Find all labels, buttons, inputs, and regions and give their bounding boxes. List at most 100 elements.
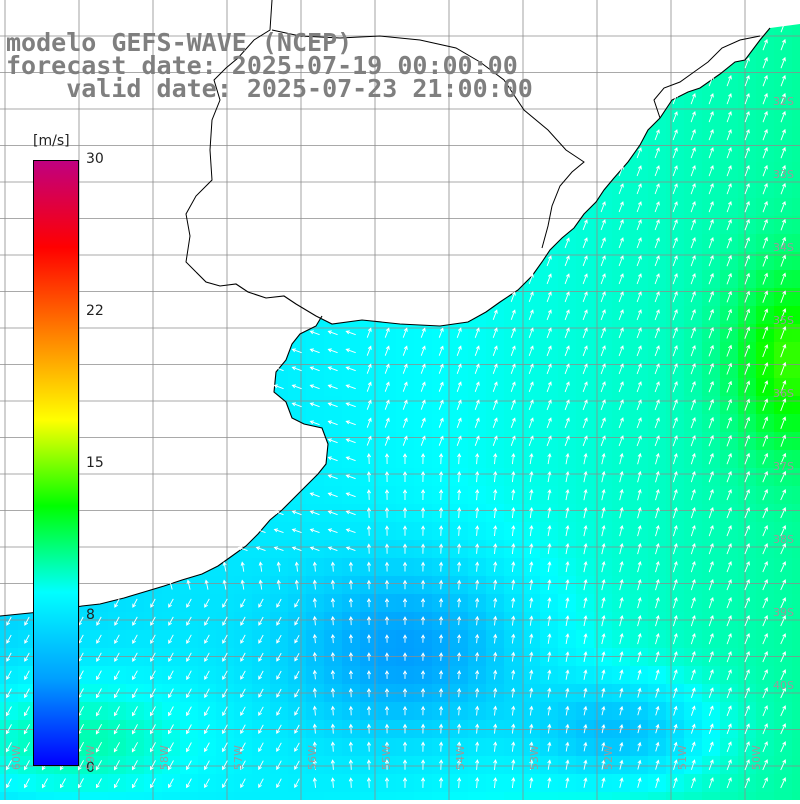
wind-arrow <box>258 688 264 698</box>
wind-arrow <box>366 489 371 500</box>
wind-arrow <box>457 525 462 536</box>
wind-arrow <box>780 128 786 141</box>
wind-arrow <box>345 456 356 462</box>
wind-arrow <box>420 435 426 446</box>
wind-arrow <box>6 742 12 753</box>
wind-arrow <box>384 435 390 446</box>
wind-arrow <box>273 528 284 534</box>
wind-arrow <box>402 723 408 734</box>
wind-arrow <box>565 560 570 573</box>
field-cell <box>378 792 397 804</box>
wind-arrow <box>565 741 570 752</box>
wind-arrow <box>619 632 624 645</box>
wind-arrow <box>291 366 302 372</box>
wind-arrow <box>309 384 320 390</box>
wind-arrow <box>708 687 714 699</box>
wind-arrow <box>565 705 570 716</box>
wind-arrow <box>565 524 570 537</box>
wind-arrow <box>619 759 624 770</box>
field-cell <box>792 342 800 361</box>
wind-arrow <box>619 452 624 465</box>
wind-arrow <box>564 273 570 285</box>
wind-arrow <box>744 326 751 339</box>
wind-arrow <box>726 147 732 159</box>
wind-arrow <box>222 670 228 681</box>
wind-arrow <box>474 417 480 428</box>
wind-arrow <box>583 560 588 573</box>
wind-arrow <box>672 597 678 609</box>
colorbar-tick-0: 0 <box>86 760 95 776</box>
wind-arrow <box>601 705 606 716</box>
field-cell <box>108 792 127 804</box>
wind-arrow <box>690 201 696 213</box>
field-cell <box>90 792 109 804</box>
wind-arrow <box>529 759 534 770</box>
wind-arrow <box>327 492 338 498</box>
wind-arrow <box>348 615 353 626</box>
field-cell <box>792 702 800 721</box>
wind-arrow <box>636 327 642 339</box>
wind-arrow <box>186 724 192 735</box>
wind-arrow <box>402 688 408 697</box>
colorbar-tick-8: 8 <box>86 607 95 623</box>
wind-arrow <box>690 632 696 645</box>
wind-arrow <box>583 705 588 716</box>
wind-arrow <box>438 381 444 392</box>
wind-arrow <box>601 470 606 483</box>
wind-arrow <box>780 687 786 699</box>
wind-arrow <box>619 543 624 555</box>
wind-arrow <box>708 543 714 555</box>
wind-arrow <box>457 489 462 501</box>
wind-arrow <box>132 724 138 735</box>
wind-arrow <box>726 633 732 645</box>
wind-arrow <box>345 438 356 444</box>
wind-arrow <box>690 614 696 627</box>
wind-arrow <box>475 777 480 789</box>
field-cell <box>792 792 800 804</box>
wind-arrow <box>475 507 480 519</box>
wind-arrow <box>672 489 678 501</box>
wind-arrow <box>600 237 606 249</box>
wind-arrow <box>636 147 642 159</box>
wind-arrow <box>96 688 102 699</box>
wind-arrow <box>511 651 516 662</box>
wind-arrow <box>708 723 714 734</box>
wind-arrow <box>327 384 338 390</box>
field-cell <box>252 792 271 804</box>
wind-arrow <box>420 363 426 374</box>
wind-arrow <box>708 272 714 285</box>
wind-arrow <box>529 705 534 716</box>
wind-arrow <box>60 778 66 789</box>
field-cell <box>288 792 307 804</box>
wind-arrow <box>744 525 750 537</box>
wind-arrow <box>564 255 570 267</box>
wind-arrow <box>439 723 444 734</box>
field-cell <box>792 540 800 559</box>
field-cell <box>270 792 289 804</box>
field-cell <box>792 36 800 55</box>
wind-arrow <box>384 399 390 410</box>
wind-arrow <box>726 741 732 753</box>
wind-arrow <box>6 634 12 644</box>
wind-arrow <box>654 399 660 411</box>
wind-arrow <box>654 147 660 159</box>
wind-arrow <box>439 741 444 752</box>
wind-arrow <box>348 579 353 590</box>
field-cell <box>792 450 800 469</box>
wind-arrow <box>564 381 570 393</box>
wind-arrow <box>582 219 588 231</box>
wind-arrow <box>601 723 606 734</box>
wind-arrow <box>493 543 498 554</box>
wind-arrow <box>654 291 660 303</box>
wind-arrow <box>762 128 768 141</box>
wind-arrow <box>327 402 338 408</box>
wind-arrow <box>366 363 372 374</box>
wind-arrow <box>132 760 138 771</box>
wind-arrow <box>204 688 210 699</box>
field-cell <box>792 630 800 649</box>
wind-arrow <box>726 597 732 609</box>
wind-arrow <box>600 345 606 357</box>
wind-arrow <box>780 741 786 753</box>
field-cell <box>792 414 800 433</box>
wind-arrow <box>582 309 588 321</box>
